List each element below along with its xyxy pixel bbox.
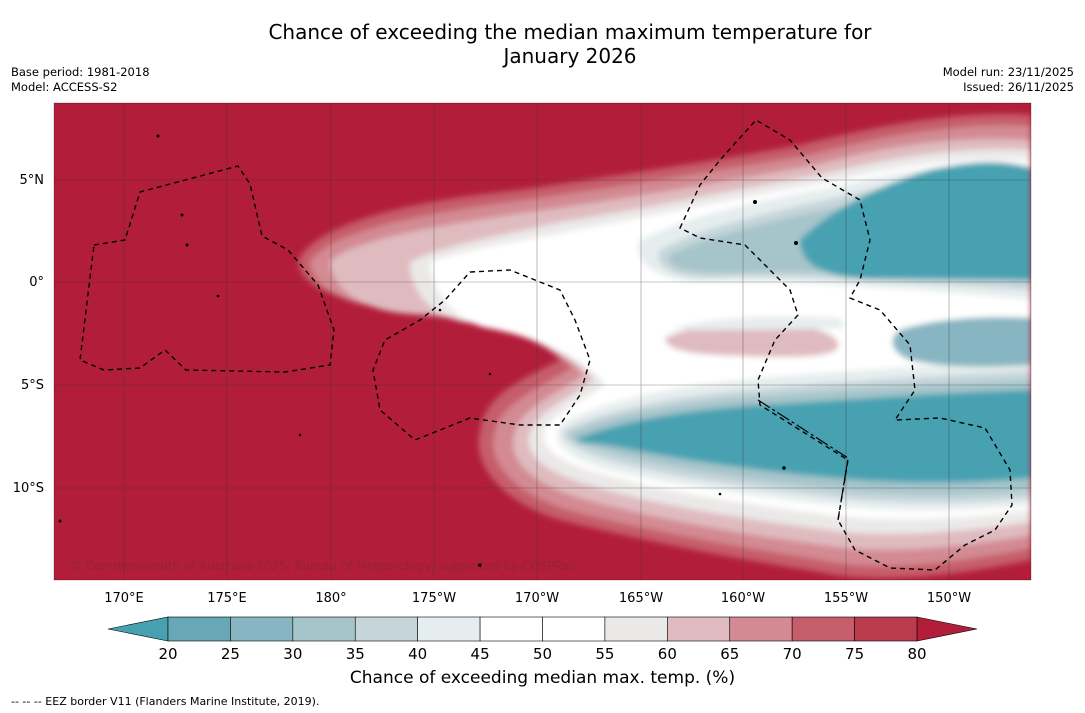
lon-label-170w: 170°W: [515, 591, 559, 606]
latitude-labels: 5°N 0° 5°S 10°S: [13, 173, 44, 496]
colorbar-tick-label: 50: [533, 645, 552, 663]
colorbar-cell: [354, 616, 418, 642]
colorbar-tick-label: 70: [783, 645, 802, 663]
colorbar-cell: [854, 616, 918, 642]
title-line-1: Chance of exceeding the median maximum t…: [268, 20, 872, 44]
colorbar: 20 25 30 35 40 45 50 55 60 65 70 75 80: [107, 616, 978, 663]
band-40-strip: [670, 316, 845, 330]
island-speck: [478, 563, 482, 567]
lon-label-165w: 165°W: [619, 591, 663, 606]
colorbar-cells: [167, 616, 918, 642]
lon-label-175w: 175°W: [412, 591, 456, 606]
colorbar-low-arrow: [107, 616, 169, 642]
lat-label-5s: 5°S: [21, 378, 44, 393]
colorbar-cell: [729, 616, 793, 642]
colorbar-tick-label: 75: [845, 645, 864, 663]
islands: [58, 134, 798, 567]
island-speck: [216, 294, 220, 298]
lon-label-155w: 155°W: [824, 591, 868, 606]
model-name: Model: ACCESS-S2: [11, 80, 118, 94]
map-area: © Commonwealth of Australia 2025, Bureau…: [54, 103, 1031, 580]
issued-date: Issued: 26/11/2025: [963, 80, 1074, 94]
lon-label-150w: 150°W: [927, 591, 971, 606]
lon-label-170e: 170°E: [104, 591, 144, 606]
colorbar-tick-label: 55: [595, 645, 614, 663]
eez-footnote: -- -- -- EEZ border V11 (Flanders Marine…: [11, 695, 320, 708]
colorbar-tick-label: 25: [221, 645, 240, 663]
island-speck: [782, 466, 786, 470]
island-speck: [185, 243, 189, 247]
title-line-2: January 2026: [503, 44, 637, 68]
band-65-island: [665, 323, 839, 358]
colorbar-tick-label: 35: [346, 645, 365, 663]
island-speck: [794, 241, 798, 245]
lat-label-10s: 10°S: [13, 481, 44, 496]
island-speck: [753, 200, 757, 204]
model-run: Model run: 23/11/2025: [942, 65, 1074, 79]
colorbar-ticks: 20 25 30 35 40 45 50 55 60 65 70 75 80: [158, 645, 926, 663]
island-speck: [298, 433, 302, 437]
lon-label-180: 180°: [315, 591, 346, 606]
colorbar-cell: [542, 616, 606, 642]
map-title: Chance of exceeding the median maximum t…: [0, 20, 1085, 68]
lat-label-0: 0°: [29, 275, 44, 290]
eez-borders: [79, 119, 1013, 571]
colorbar-tick-label: 60: [658, 645, 677, 663]
base-period: Base period: 1981-2018: [11, 65, 150, 79]
band-20-north: [800, 162, 1031, 280]
colorbar-cell: [667, 616, 731, 642]
island-speck: [488, 372, 492, 376]
colorbar-cell: [604, 616, 668, 642]
colorbar-tick-label: 45: [471, 645, 490, 663]
eez-kiribati-line: [679, 119, 1013, 571]
colorbar-tick-label: 65: [720, 645, 739, 663]
graticule: [54, 103, 1031, 580]
colorbar-cell: [791, 616, 855, 642]
colorbar-cell: [292, 616, 356, 642]
island-speck: [180, 213, 184, 217]
longitude-labels: 170°E 175°E 180° 175°W 170°W 165°W 160°W…: [104, 591, 971, 606]
eez-kiribati-gilbert: [79, 165, 335, 373]
colorbar-cell: [479, 616, 543, 642]
lat-label-5n: 5°N: [20, 173, 45, 188]
band-20-south: [575, 390, 1031, 483]
island-speck: [156, 134, 160, 138]
eez-kiribati-phoenix: [372, 269, 591, 441]
probability-field: [298, 114, 1031, 579]
map-frame: [53, 102, 1032, 581]
meta-left: Base period: 1981-2018 Model: ACCESS-S2: [11, 65, 150, 95]
colorbar-cell: [417, 616, 481, 642]
lon-label-175e: 175°E: [207, 591, 247, 606]
lon-label-160w: 160°W: [721, 591, 765, 606]
colorbar-cell: [167, 616, 231, 642]
colorbar-title: Chance of exceeding median max. temp. (%…: [349, 668, 736, 688]
island-speck: [58, 519, 62, 523]
colorbar-high-arrow: [916, 616, 978, 642]
band-25-east: [892, 317, 1031, 367]
island-speck: [718, 492, 722, 496]
colorbar-tick-label: 40: [408, 645, 427, 663]
meta-right: Model run: 23/11/2025 Issued: 26/11/2025: [943, 65, 1074, 95]
island-speck: [438, 308, 442, 312]
colorbar-tick-label: 20: [158, 645, 177, 663]
eez-border-segment: [757, 399, 849, 521]
colorbar-tick-label: 30: [283, 645, 302, 663]
colorbar-cell: [230, 616, 294, 642]
colorbar-tick-label: 80: [907, 645, 926, 663]
copyright-notice: © Commonwealth of Australia 2025, Bureau…: [70, 559, 575, 573]
